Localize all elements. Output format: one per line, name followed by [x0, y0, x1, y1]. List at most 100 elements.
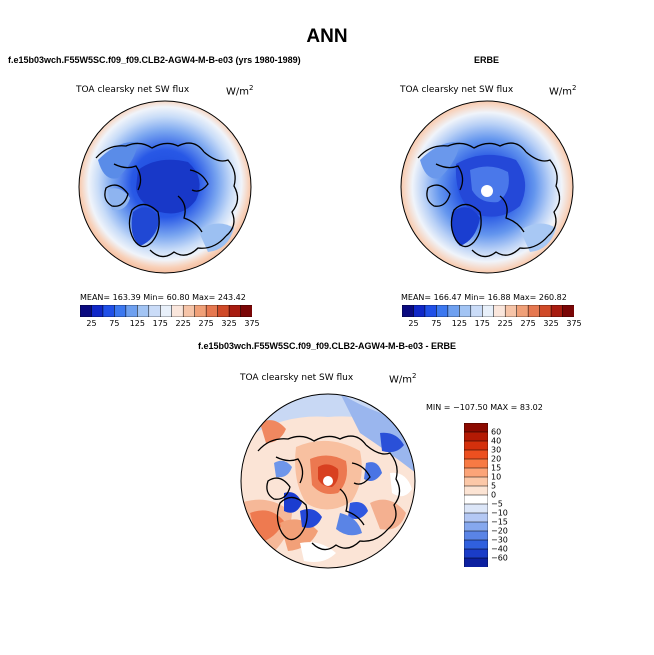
diff-colorbar-swatch — [464, 449, 488, 460]
diff-colorbar-tick-label: 30 — [491, 445, 502, 455]
obs-colorbar-tick-label: 175 — [474, 319, 490, 328]
diff-colorbar-tick-label: 15 — [491, 463, 502, 473]
diff-polar-map — [240, 393, 416, 569]
obs-colorbar-swatch — [539, 305, 552, 317]
diff-colorbar-tick-label: −20 — [491, 526, 508, 536]
model-colorbar-swatch — [114, 305, 127, 317]
diff-colorbar-swatch — [464, 557, 488, 567]
obs-colorbar-tick-label: 75 — [431, 319, 442, 328]
model-colorbar-swatch — [102, 305, 115, 317]
diff-colorbar-swatch — [464, 431, 488, 442]
diff-colorbar-tick-label: −10 — [491, 508, 508, 518]
diff-colorbar-swatch — [464, 476, 488, 487]
obs-colorbar-swatch — [447, 305, 460, 317]
obs-colorbar-swatch — [516, 305, 529, 317]
diff-field-label: TOA clearsky net SW flux — [240, 373, 354, 383]
greenland-shading — [131, 207, 160, 246]
model-stats: MEAN= 163.39 Min= 60.80 Max= 243.42 — [80, 293, 246, 302]
model-colorbar-swatch — [137, 305, 150, 317]
polar-missing-data — [323, 476, 333, 486]
obs-stats: MEAN= 166.47 Min= 16.88 Max= 260.82 — [401, 293, 567, 302]
obs-colorbar-swatch — [402, 305, 415, 317]
model-colorbar-tick-label: 325 — [221, 319, 237, 328]
diff-colorbar-swatch — [464, 458, 488, 469]
diff-colorbar-swatch — [464, 548, 488, 559]
diff-colorbar-swatch — [464, 485, 488, 496]
model-colorbar-swatch — [125, 305, 138, 317]
obs-colorbar-tick-label: 275 — [520, 319, 536, 328]
model-colorbar-swatch — [171, 305, 184, 317]
obs-colorbar-tick-label: 375 — [566, 319, 582, 328]
obs-colorbar-tick-label: 325 — [543, 319, 559, 328]
arctic-ocean-shading — [136, 159, 200, 214]
diff-colorbar-swatch — [464, 503, 488, 514]
model-colorbar-swatch — [182, 305, 196, 317]
diff-colorbar-ticks: 60 40 30 20 15 10 5 0 −5 −10 −15 −20 −30 −40 −60 — [491, 423, 531, 567]
model-coastlines — [95, 142, 239, 258]
obs-coastlines — [417, 142, 561, 258]
diff-colorbar-tick-label: −40 — [491, 544, 508, 554]
model-colorbar-tick-label: 175 — [152, 319, 168, 328]
diff-colorbar-swatch — [464, 467, 488, 478]
diff-colorbar-swatch — [464, 512, 488, 523]
model-colorbar-swatch — [205, 305, 219, 317]
model-polar-map — [78, 100, 252, 274]
diff-colorbar-swatch — [464, 494, 488, 505]
model-colorbar-ticks: 25 75 125 175 225 275 325 375 — [80, 319, 259, 329]
model-colorbar-swatch — [217, 305, 230, 317]
obs-colorbar-swatch — [527, 305, 541, 317]
diff-colorbar-swatch — [464, 521, 488, 532]
model-colorbar-swatch — [240, 305, 252, 317]
diff-colorbar-swatch — [464, 539, 488, 550]
diff-colorbar-tick-label: 20 — [491, 454, 502, 464]
model-units-label: W/m2 — [226, 84, 254, 98]
diff-coastlines — [257, 435, 401, 551]
model-colorbar-tick-label: 375 — [244, 319, 260, 328]
obs-colorbar-tick-label: 25 — [408, 319, 419, 328]
model-colorbar-swatch — [160, 305, 173, 317]
diff-colorbar-tick-label: 40 — [491, 436, 502, 446]
obs-colorbar-swatch — [504, 305, 518, 317]
obs-colorbar-tick-label: 125 — [451, 319, 467, 328]
diff-units-label: W/m2 — [389, 372, 417, 386]
model-colorbar-swatch — [148, 305, 161, 317]
diff-colorbar-swatch — [464, 423, 488, 433]
model-colorbar — [80, 305, 252, 317]
model-colorbar-tick-label: 25 — [86, 319, 97, 328]
diff-stats: MIN = −107.50 MAX = 83.02 — [426, 403, 543, 412]
model-colorbar-swatch — [194, 305, 207, 317]
obs-colorbar-swatch — [470, 305, 483, 317]
page-title: ANN — [306, 26, 348, 47]
obs-colorbar-swatch — [459, 305, 472, 317]
obs-colorbar-swatch — [436, 305, 449, 317]
diff-colorbar-tick-label: −60 — [491, 553, 508, 563]
model-colorbar-tick-label: 75 — [109, 319, 120, 328]
obs-colorbar-swatch — [424, 305, 437, 317]
diff-colorbar-tick-label: −15 — [491, 517, 508, 527]
obs-colorbar-swatch — [493, 305, 506, 317]
diff-colorbar-swatch — [464, 530, 488, 541]
diff-colorbar-tick-label: 60 — [491, 427, 502, 437]
model-field-label: TOA clearsky net SW flux — [76, 85, 190, 95]
obs-colorbar-ticks: 25 75 125 175 225 275 325 375 — [402, 319, 581, 329]
diff-panel-title: f.e15b03wch.F55W5SC.f09_f09.CLB2-AGW4-M-… — [197, 341, 457, 351]
polar-missing-data — [481, 185, 493, 197]
diff-colorbar-tick-label: −5 — [491, 499, 503, 509]
obs-colorbar-swatch — [550, 305, 564, 317]
obs-panel-title: ERBE — [474, 55, 500, 65]
obs-colorbar-swatch — [562, 305, 574, 317]
diff-colorbar-tick-label: 0 — [491, 490, 497, 500]
greenland-shading — [451, 207, 480, 246]
diff-colorbar — [464, 423, 488, 567]
obs-colorbar-swatch — [413, 305, 426, 317]
diff-colorbar-tick-label: −30 — [491, 535, 508, 545]
obs-units-label: W/m2 — [549, 84, 577, 98]
diff-colorbar-swatch — [464, 440, 488, 451]
obs-colorbar-swatch — [482, 305, 495, 317]
obs-colorbar — [402, 305, 574, 317]
model-colorbar-tick-label: 125 — [129, 319, 145, 328]
model-colorbar-swatch — [228, 305, 242, 317]
obs-colorbar-tick-label: 225 — [497, 319, 513, 328]
diff-colorbar-tick-label: 10 — [491, 472, 502, 482]
model-colorbar-swatch — [80, 305, 93, 317]
